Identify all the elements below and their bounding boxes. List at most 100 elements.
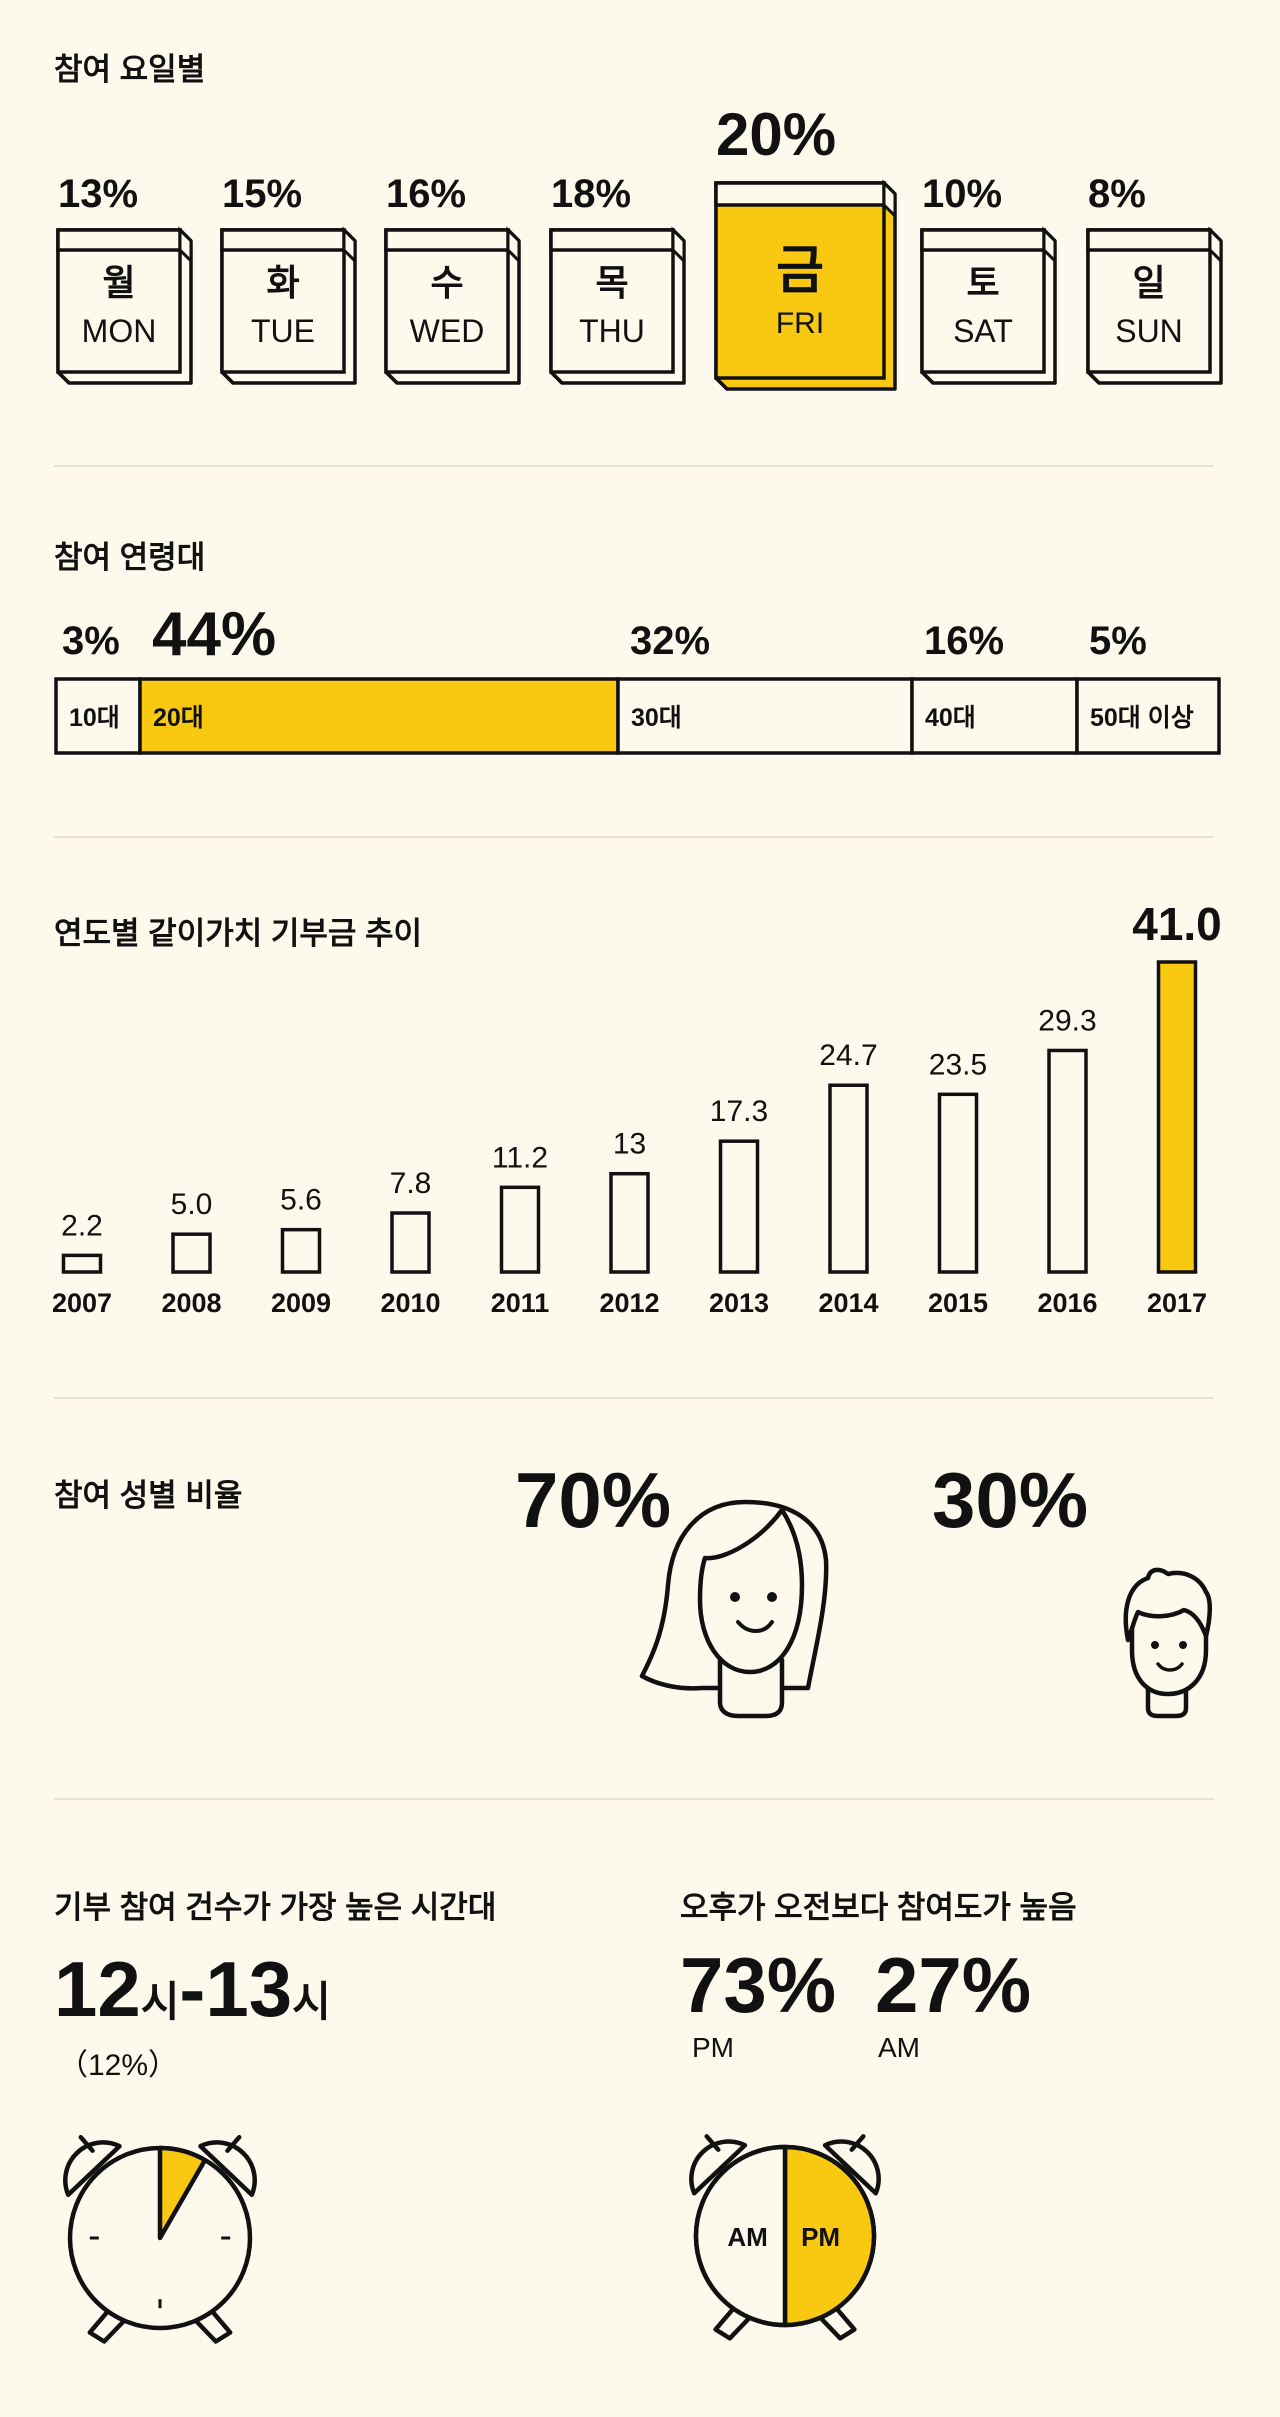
weekday-card-sat: 토 SAT — [920, 226, 1057, 385]
year-tick-label: 2011 — [491, 1288, 550, 1318]
card-face — [920, 228, 1046, 374]
age-segment-0 — [54, 677, 142, 755]
weekday-card-thu: 목 THU — [549, 226, 686, 385]
weekday-value-label: 15% — [222, 172, 302, 216]
divider — [54, 465, 1214, 467]
clock-bell-knob — [225, 2134, 242, 2153]
am-percent: 27% — [875, 1941, 1032, 2029]
age-category-label: 50대 이상 — [1090, 704, 1194, 732]
yearly-chart: 2.2 2007 5.0 2008 5.6 2009 7.8 2010 11.2 2011 13 20… — [52, 898, 1222, 1318]
card-edge — [920, 370, 935, 385]
clock-bell — [689, 2139, 748, 2196]
year-bar-2015 — [937, 1092, 979, 1274]
pm-slice — [782, 2144, 877, 2328]
year-tick-label: 2014 — [818, 1288, 878, 1318]
face-svg — [639, 1499, 1212, 1719]
year-tick-label: 2015 — [928, 1288, 988, 1318]
female-eye — [767, 1592, 777, 1602]
female-face-icon — [639, 1499, 829, 1719]
peak-hour-range: 12시-13시 — [54, 1944, 331, 2035]
divider — [54, 836, 1214, 838]
weekday-en-label: THU — [579, 313, 645, 349]
age-value-label: 16% — [924, 619, 1004, 663]
weekday-value-label: 20% — [716, 101, 836, 168]
male-hair — [1123, 1567, 1212, 1643]
peak-hour-sep: - — [179, 1945, 206, 2033]
age-segment-1 — [138, 677, 620, 755]
weekday-value-label: 18% — [551, 172, 631, 216]
weekday-card-sun: 일 SUN — [1086, 226, 1223, 385]
card-edge — [56, 370, 71, 385]
female-eye — [730, 1592, 740, 1602]
weekday-en-label: SUN — [1115, 313, 1183, 349]
age-value-label: 44% — [152, 600, 276, 669]
weekday-en-label: FRI — [776, 307, 824, 340]
weekday-value-label: 13% — [58, 172, 138, 216]
clock-bell-knob — [78, 2134, 95, 2153]
peak-hour-unit: 시 — [140, 1978, 180, 2025]
female-neck — [717, 1657, 785, 1719]
year-value-label: 24.7 — [819, 1039, 877, 1072]
year-value-label: 13 — [613, 1128, 646, 1161]
weekday-ko-label: 금 — [776, 242, 824, 300]
yearly-section-title: 연도별 같이가치 기부금 추이 — [54, 916, 423, 951]
age-value-label: 32% — [630, 619, 710, 663]
weekday-en-label: MON — [82, 313, 157, 349]
card-header-side — [1042, 226, 1057, 265]
card-header-side — [882, 179, 897, 220]
gender-section-title: 참여 성별 비율 — [54, 1478, 243, 1513]
year-bar-2012 — [609, 1171, 650, 1274]
weekday-chart: 월 MON 13% 화 TUE 15% 수 WED 16% 목 THU 18% 금 FRI 20% 토 SAT 1… — [56, 101, 1223, 391]
weekday-card-fri: 금 FRI — [714, 179, 897, 391]
year-bar-2011 — [499, 1185, 541, 1274]
year-bar-2017 — [1156, 960, 1198, 1274]
weekday-ko-label: 화 — [266, 262, 299, 303]
clock-bell — [63, 2140, 122, 2198]
year-bar-2010 — [390, 1211, 431, 1274]
year-value-label: 5.6 — [280, 1184, 322, 1217]
clock-bell-knob — [704, 2134, 721, 2152]
weekday-en-label: SAT — [953, 313, 1013, 349]
pm-label: PM — [692, 2032, 734, 2063]
weekday-ko-label: 수 — [430, 262, 463, 303]
weekday-en-label: TUE — [251, 313, 315, 349]
year-bar-2009 — [280, 1227, 322, 1274]
pm-am-section-title: 오후가 오전보다 참여도가 높음 — [680, 1890, 1077, 1925]
clock-bell — [198, 2140, 257, 2198]
peak-hour-unit: 시 — [292, 1978, 331, 2025]
weekday-ko-label: 목 — [595, 262, 628, 303]
weekday-en-label: WED — [410, 313, 485, 349]
year-tick-label: 2016 — [1037, 1288, 1097, 1318]
male-face-icon — [1123, 1567, 1212, 1719]
pm-slice-label: PM — [801, 2222, 840, 2252]
year-tick-label: 2009 — [271, 1288, 331, 1318]
female-face — [697, 1507, 805, 1675]
year-bar-2007 — [61, 1253, 103, 1274]
card-face — [56, 228, 182, 374]
age-segment-2 — [616, 677, 914, 755]
card-edge — [1086, 370, 1101, 385]
year-value-label: 23.5 — [929, 1048, 987, 1081]
year-bar-2014 — [828, 1083, 869, 1274]
year-tick-label: 2007 — [52, 1288, 112, 1318]
card-header-side — [671, 226, 686, 265]
peak-hour-end: 13 — [205, 1945, 293, 2033]
pm-am-clock: PM AM — [689, 2134, 881, 2341]
year-tick-label: 2012 — [599, 1288, 659, 1318]
age-chart: 10대 3% 20대 44% 30대 32% 40대 16% 50대 이상 5% — [54, 600, 1221, 755]
card-header-side — [1208, 226, 1223, 265]
card-edge — [714, 376, 729, 391]
year-tick-label: 2013 — [709, 1288, 769, 1318]
year-tick-label: 2008 — [161, 1288, 221, 1318]
age-category-label: 20대 — [153, 704, 204, 732]
weekday-ko-label: 일 — [1132, 262, 1165, 303]
card-edge — [220, 370, 235, 385]
age-segment-4 — [1075, 677, 1221, 755]
age-value-label: 5% — [1089, 619, 1147, 663]
card-face — [384, 228, 510, 374]
card-header-side — [178, 226, 193, 265]
weekday-card-wed: 수 WED — [384, 226, 521, 385]
year-tick-label: 2017 — [1147, 1288, 1207, 1318]
year-value-label: 29.3 — [1038, 1004, 1096, 1037]
year-value-label: 5.0 — [171, 1188, 213, 1221]
